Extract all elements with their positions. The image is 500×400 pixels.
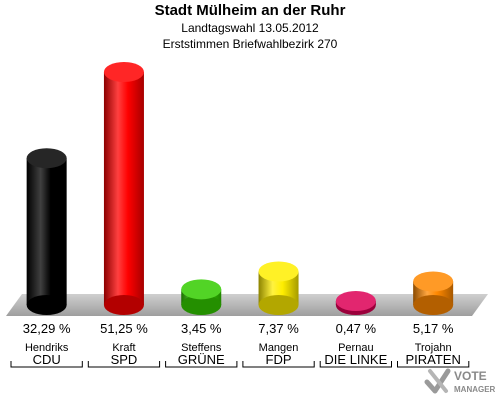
party-label: GRÜNE xyxy=(178,352,225,367)
bar-grüne xyxy=(181,279,222,315)
bar-piraten xyxy=(413,271,454,315)
candidate-label: Steffens xyxy=(181,342,222,354)
party-label: FDP xyxy=(266,352,292,367)
bar-top xyxy=(103,62,144,82)
candidate-label: Trojahn xyxy=(415,342,452,354)
candidate-label: Hendriks xyxy=(25,342,69,354)
category-bracket xyxy=(10,361,83,368)
logo-word-vote: VOTE xyxy=(454,369,487,383)
bar-top xyxy=(26,148,67,169)
logo-word-manager: MANAGER xyxy=(454,385,496,394)
vote-manager-logo: VOTE MANAGER xyxy=(424,368,496,394)
bar-top xyxy=(413,271,454,292)
candidate-label: Mangen xyxy=(259,342,299,354)
value-label: 5,17 % xyxy=(413,321,454,336)
bar-base xyxy=(181,295,222,315)
bar-fdp xyxy=(258,261,299,315)
party-label: SPD xyxy=(111,352,138,367)
party-label: DIE LINKE xyxy=(324,352,387,367)
bar-body xyxy=(26,158,67,305)
bar-base xyxy=(258,295,299,315)
bar-body xyxy=(103,72,144,305)
chart-subtitle-district: Erststimmen Briefwahlbezirk 270 xyxy=(162,37,338,51)
bar-cdu xyxy=(26,148,67,315)
category-bracket xyxy=(242,361,315,368)
bar-base xyxy=(413,295,454,315)
category-bracket xyxy=(165,361,238,368)
bar-top xyxy=(335,291,376,311)
bar-die-linke xyxy=(335,291,376,315)
checkmark-icon xyxy=(424,368,451,394)
category-bracket xyxy=(397,361,470,368)
value-label: 51,25 % xyxy=(100,321,148,336)
party-label: CDU xyxy=(33,352,61,367)
bar-top xyxy=(181,279,222,300)
bar-spd xyxy=(103,62,144,315)
chart-title: Stadt Mülheim an der Ruhr xyxy=(154,2,346,19)
category-bracket xyxy=(319,361,392,368)
bar-base xyxy=(26,295,67,315)
candidate-label: Pernau xyxy=(338,342,373,354)
party-label: PIRATEN xyxy=(405,352,460,367)
chart-subtitle-election: Landtagswahl 13.05.2012 xyxy=(181,21,319,35)
value-label: 7,37 % xyxy=(258,321,299,336)
candidate-label: Kraft xyxy=(112,342,135,354)
value-label: 3,45 % xyxy=(181,321,222,336)
value-label: 0,47 % xyxy=(336,321,377,336)
value-label: 32,29 % xyxy=(23,321,71,336)
bar-base xyxy=(103,295,144,315)
bar-top xyxy=(258,261,299,282)
category-bracket xyxy=(87,361,161,368)
